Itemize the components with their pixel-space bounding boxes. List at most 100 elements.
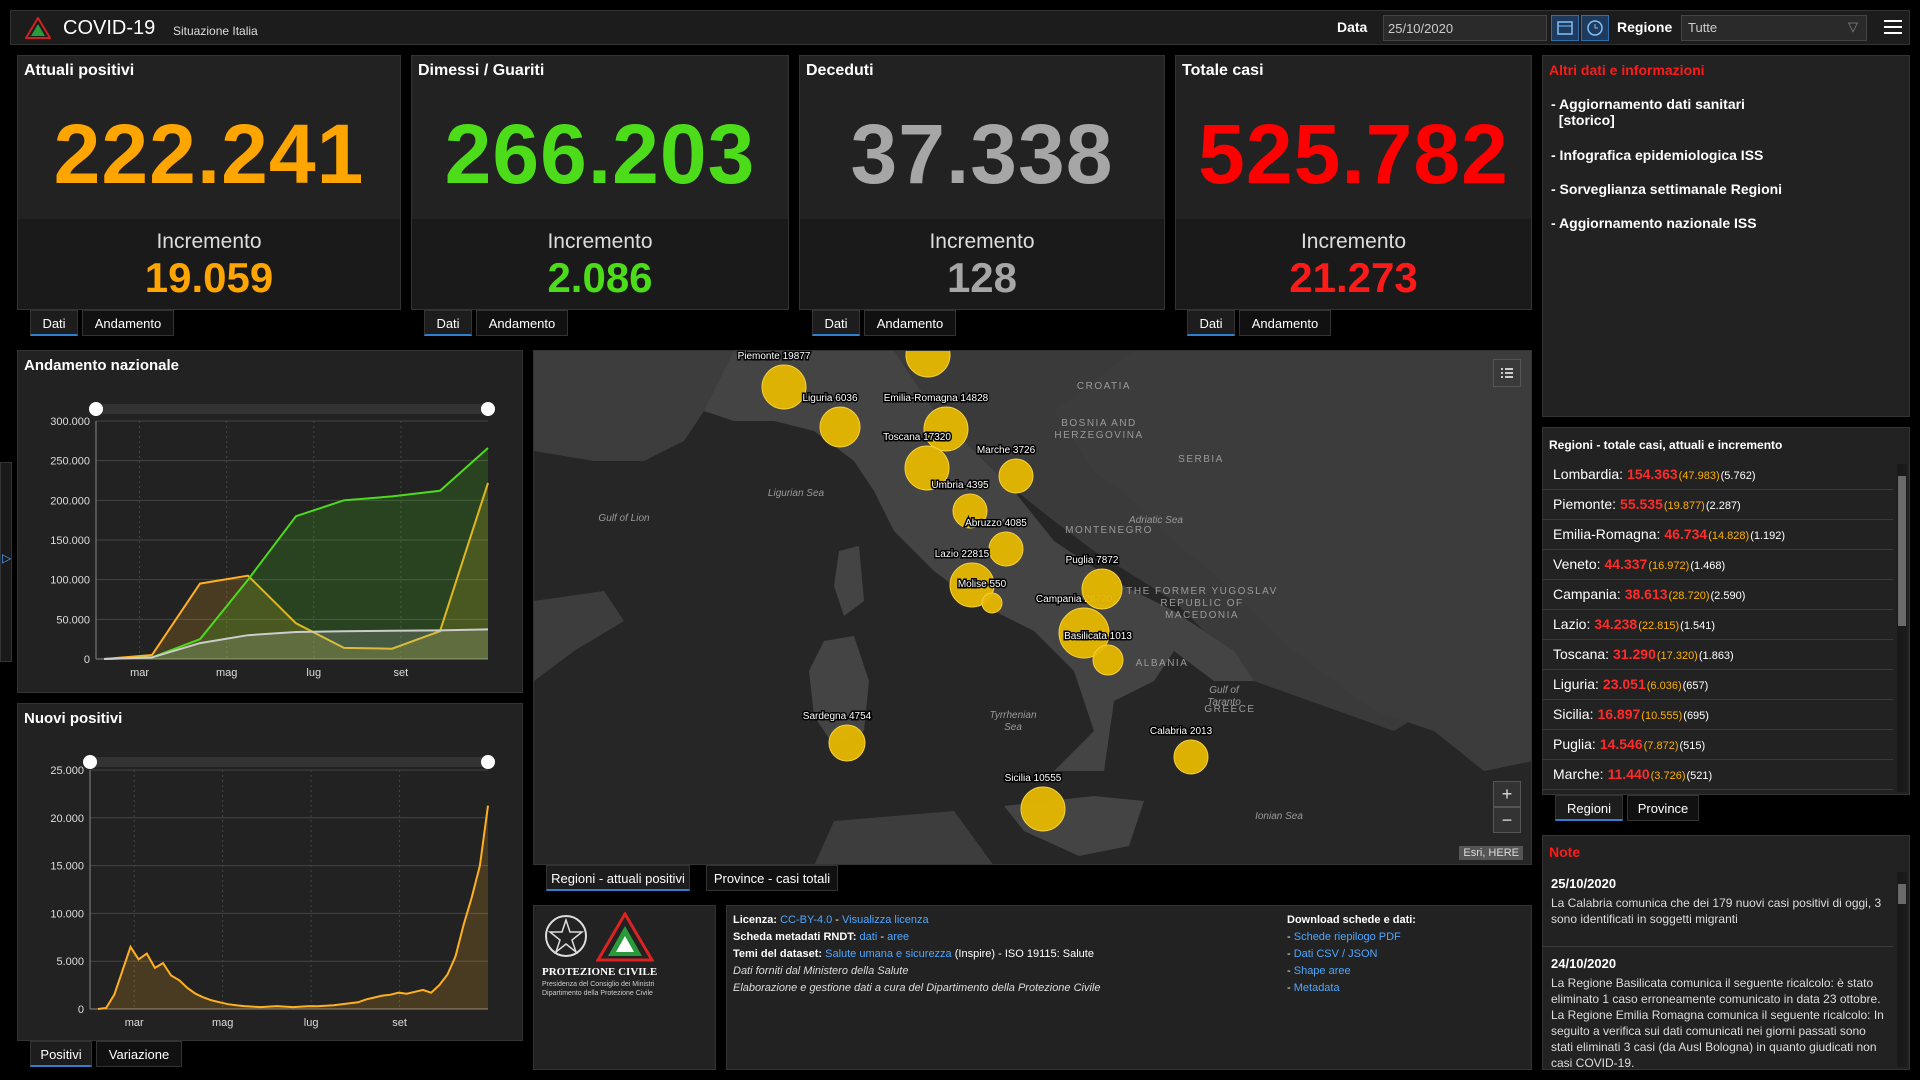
region-bubble[interactable] bbox=[819, 406, 861, 448]
map-label: BOSNIA AND bbox=[1061, 418, 1137, 429]
region-row[interactable]: Piemonte: 55.535(19.877)(2.287) bbox=[1543, 490, 1893, 520]
nuovi-positivi-chart[interactable]: 0 5.000 10.000 15.000 20.000 25.000 mar mag lug s… bbox=[18, 704, 524, 1042]
region-row[interactable]: Liguria: 23.051(6.036)(657) bbox=[1543, 670, 1893, 700]
region-row[interactable]: Sicilia: 16.897(10.555)(695) bbox=[1543, 700, 1893, 730]
series-area-2 bbox=[104, 629, 488, 659]
zoom-out-button[interactable]: − bbox=[1493, 807, 1521, 833]
region-bubble[interactable] bbox=[761, 364, 807, 410]
stat-attuali-positivi: Attuali positivi 222.241 Incremento 19.0… bbox=[17, 55, 401, 310]
scrollbar-thumb[interactable] bbox=[1898, 476, 1906, 626]
range-slider-handle-left[interactable] bbox=[89, 402, 103, 416]
region-list-scrollbar[interactable] bbox=[1897, 464, 1907, 792]
region-bubble[interactable] bbox=[828, 724, 866, 762]
licenza-link[interactable]: CC-BY-4.0 bbox=[780, 914, 833, 926]
calendar-button[interactable] bbox=[1551, 15, 1579, 41]
tab-andamento[interactable]: Andamento bbox=[476, 310, 568, 336]
map-panel[interactable]: CROATIA BOSNIA AND HERZEGOVINA SERBIA MONTEN… bbox=[533, 350, 1532, 865]
tab-andamento[interactable]: Andamento bbox=[1239, 310, 1331, 336]
region-increment: (1.468) bbox=[1690, 560, 1726, 572]
region-bubble[interactable] bbox=[949, 562, 995, 608]
menu-button[interactable] bbox=[1884, 17, 1904, 42]
andamento-chart[interactable]: 0 50.000 100.000 150.000 200.000 250.000 300.0… bbox=[18, 351, 524, 694]
tab-andamento[interactable]: Andamento bbox=[864, 310, 956, 336]
region-bubble[interactable] bbox=[1173, 739, 1209, 775]
scheda-dati-link[interactable]: dati bbox=[859, 931, 878, 943]
tab-positivi[interactable]: Positivi bbox=[30, 1041, 92, 1067]
region-bubble[interactable] bbox=[1092, 644, 1124, 676]
region-row[interactable]: Veneto: 44.337(16.972)(1.468) bbox=[1543, 550, 1893, 580]
series-line-1 bbox=[103, 447, 489, 660]
download-metadata-link[interactable]: Metadata bbox=[1293, 982, 1340, 994]
region-row[interactable]: Lombardia: 154.363(47.983)(5.762) bbox=[1543, 460, 1893, 490]
temi-link[interactable]: Salute umana e sicurezza bbox=[825, 948, 952, 960]
region-row[interactable]: Lazio: 34.238(22.815)(1.541) bbox=[1543, 610, 1893, 640]
tab-variazione[interactable]: Variazione bbox=[96, 1041, 182, 1067]
tab-regioni[interactable]: Regioni bbox=[1555, 795, 1623, 821]
range-slider-track[interactable] bbox=[96, 404, 488, 414]
date-input[interactable] bbox=[1383, 15, 1547, 41]
region-row[interactable]: Toscana: 31.290(17.320)(1.863) bbox=[1543, 640, 1893, 670]
time-button[interactable] bbox=[1581, 15, 1609, 41]
region-bubble[interactable] bbox=[923, 406, 969, 452]
link-aggiornamento-iss[interactable]: - Aggiornamento nazionale ISS bbox=[1551, 215, 1757, 231]
tab-dati[interactable]: Dati bbox=[812, 310, 860, 336]
tab-dati[interactable]: Dati bbox=[30, 310, 78, 336]
region-attuali: (19.877) bbox=[1663, 500, 1705, 512]
scrollbar-thumb[interactable] bbox=[1898, 884, 1906, 904]
side-panel-toggle[interactable]: ▷ bbox=[0, 462, 12, 662]
map-label: Ligurian Sea bbox=[768, 488, 825, 499]
region-bubble[interactable] bbox=[1081, 568, 1123, 610]
series-area-1 bbox=[104, 448, 488, 659]
range-slider-handle-right[interactable] bbox=[481, 755, 495, 769]
region-name: Marche: bbox=[1553, 766, 1604, 782]
range-slider-handle-left[interactable] bbox=[83, 755, 97, 769]
range-slider-handle-right[interactable] bbox=[481, 402, 495, 416]
region-attuali: (14.828) bbox=[1708, 530, 1750, 542]
tab-dati[interactable]: Dati bbox=[1187, 310, 1235, 336]
range-slider-track[interactable] bbox=[90, 757, 488, 767]
link-sorveglianza-regioni[interactable]: - Sorveglianza settimanale Regioni bbox=[1551, 181, 1783, 197]
region-row[interactable]: Marche: 11.440(3.726)(521) bbox=[1543, 760, 1893, 790]
notes-scrollbar[interactable] bbox=[1897, 872, 1907, 1067]
region-attuali: (28.720) bbox=[1668, 590, 1710, 602]
plus-icon: + bbox=[1501, 784, 1513, 804]
region-bubble[interactable] bbox=[905, 351, 951, 378]
region-bubble[interactable] bbox=[981, 592, 1003, 614]
app-subtitle: Situazione Italia bbox=[173, 24, 258, 38]
stat-tabs-deceduti: Dati Andamento bbox=[812, 310, 962, 336]
region-bubble-label: Puglia 7872 bbox=[1066, 555, 1119, 566]
region-bubble[interactable] bbox=[988, 531, 1024, 567]
tab-province[interactable]: Province bbox=[1627, 795, 1699, 821]
tab-province-casi[interactable]: Province - casi totali bbox=[706, 865, 838, 891]
region-bubble[interactable] bbox=[1058, 607, 1110, 659]
download-shape-link[interactable]: Shape aree bbox=[1293, 965, 1351, 977]
download-csv-link[interactable]: Dati CSV / JSON bbox=[1293, 948, 1378, 960]
y-tick-label: 150.000 bbox=[50, 535, 90, 547]
zoom-in-button[interactable]: + bbox=[1493, 781, 1521, 807]
scheda-label: Scheda metadati RNDT: bbox=[733, 931, 857, 943]
tab-dati[interactable]: Dati bbox=[424, 310, 472, 336]
region-row[interactable]: Campania: 38.613(28.720)(2.590) bbox=[1543, 580, 1893, 610]
legend-button[interactable] bbox=[1493, 359, 1521, 387]
y-tick-label: 200.000 bbox=[50, 495, 90, 507]
link-aggiornamento-dati[interactable]: - Aggiornamento dati sanitari [storico] bbox=[1551, 96, 1745, 128]
region-name: Emilia-Romagna: bbox=[1553, 526, 1661, 542]
region-bubble[interactable] bbox=[952, 493, 988, 529]
region-select[interactable]: Tutte ▽ bbox=[1681, 15, 1867, 41]
region-row[interactable]: Puglia: 14.546(7.872)(515) bbox=[1543, 730, 1893, 760]
region-bubble[interactable] bbox=[998, 458, 1034, 494]
region-bubble-label-halo: Sicilia 10555 bbox=[1005, 773, 1062, 784]
region-bubble[interactable] bbox=[904, 445, 950, 491]
map-label: THE FORMER YUGOSLAV bbox=[1126, 586, 1277, 597]
tab-regioni-attuali[interactable]: Regioni - attuali positivi bbox=[546, 865, 690, 891]
region-row[interactable]: Emilia-Romagna: 46.734(14.828)(1.192) bbox=[1543, 520, 1893, 550]
link-infografica-iss[interactable]: - Infografica epidemiologica ISS bbox=[1551, 147, 1764, 163]
calendar-icon bbox=[1557, 21, 1573, 35]
scheda-aree-link[interactable]: aree bbox=[887, 931, 910, 943]
region-bubble[interactable] bbox=[1020, 786, 1066, 832]
region-bubble-label-halo: Calabria 2013 bbox=[1150, 726, 1213, 737]
visualizza-licenza-link[interactable]: Visualizza licenza bbox=[842, 914, 929, 926]
download-pdf-link[interactable]: Schede riepilogo PDF bbox=[1293, 931, 1401, 943]
tab-andamento[interactable]: Andamento bbox=[82, 310, 174, 336]
